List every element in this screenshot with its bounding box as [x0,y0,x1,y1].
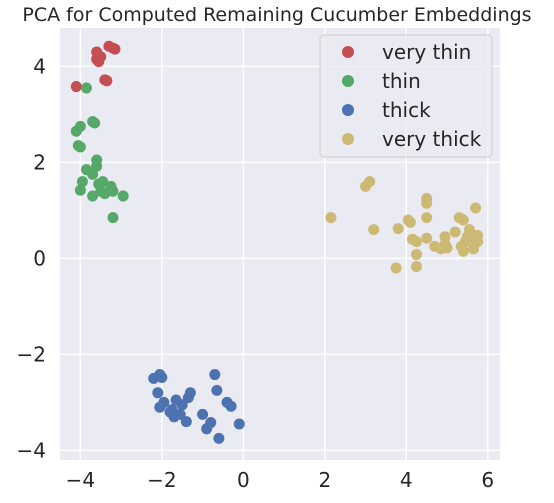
point-very-thin [101,75,113,87]
x-tick-label: −2 [147,468,176,492]
chart-title: PCA for Computed Remaining Cucumber Embe… [22,4,531,26]
point-very-thick [364,176,376,188]
point-thin [117,190,129,202]
point-very-thick [457,214,469,226]
point-very-thick [421,197,433,209]
point-very-thick [410,249,422,261]
point-thick [158,396,170,408]
point-thin [87,190,99,202]
point-very-thick [421,232,433,244]
x-tick-label: −4 [66,468,95,492]
legend: very thin thin thick very thick [319,34,493,158]
point-thick [152,387,164,399]
data-points [70,40,484,444]
legend-marker [342,46,354,58]
point-thin [80,82,92,94]
y-tick-label: 4 [33,54,46,78]
x-tick-label: 0 [237,468,250,492]
legend-label: thick [382,98,431,122]
point-very-thin [70,81,82,93]
point-very-thick [457,245,469,257]
point-thick [166,404,178,416]
x-tick-label: 6 [481,468,494,492]
y-axis-ticks: −4 −2 0 2 4 [17,54,46,462]
point-thin [91,160,103,172]
point-thick [174,408,186,420]
point-very-thick [368,224,380,236]
point-thin [74,184,86,196]
point-very-thick [390,262,402,274]
point-thick [205,417,217,429]
point-thin [74,141,86,153]
point-very-thick [325,212,337,224]
y-tick-label: −4 [17,438,46,462]
legend-label: very thick [382,127,482,151]
legend-marker [342,133,354,145]
x-tick-label: 2 [318,468,331,492]
legend-marker [342,104,354,116]
point-very-thick [470,202,482,214]
point-very-thick [441,242,453,254]
y-tick-label: 0 [33,246,46,270]
point-very-thick [449,226,461,238]
point-thick [182,392,194,404]
point-thick [233,418,245,430]
point-thick [156,371,168,383]
point-very-thick [410,261,422,273]
legend-box [319,34,493,158]
y-tick-label: 2 [33,150,46,174]
point-thick [197,408,209,420]
point-very-thick [404,216,416,228]
point-thick [176,399,188,411]
point-thick [213,432,225,444]
point-very-thin [109,43,121,55]
legend-marker [342,75,354,87]
y-tick-label: −2 [17,342,46,366]
point-thin [89,117,101,129]
x-tick-label: 4 [400,468,413,492]
point-thin [70,125,82,137]
point-thin [87,168,99,180]
point-thick [225,400,237,412]
point-thick [211,384,223,396]
legend-label: very thin [382,40,471,64]
point-thin [76,176,88,188]
x-axis-ticks: −4 −2 0 2 4 6 [66,468,495,492]
point-very-thick [410,236,422,248]
point-very-thick [421,212,433,224]
point-thin [107,212,119,224]
point-very-thick [392,223,404,235]
legend-label: thin [382,69,421,93]
point-thick [180,416,192,428]
point-very-thin [91,53,103,65]
point-thick [209,369,221,381]
point-thin [97,176,109,188]
point-thin [107,185,119,197]
point-very-thick [472,236,484,248]
